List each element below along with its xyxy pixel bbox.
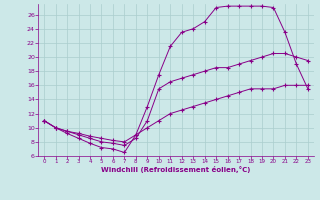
X-axis label: Windchill (Refroidissement éolien,°C): Windchill (Refroidissement éolien,°C)	[101, 166, 251, 173]
